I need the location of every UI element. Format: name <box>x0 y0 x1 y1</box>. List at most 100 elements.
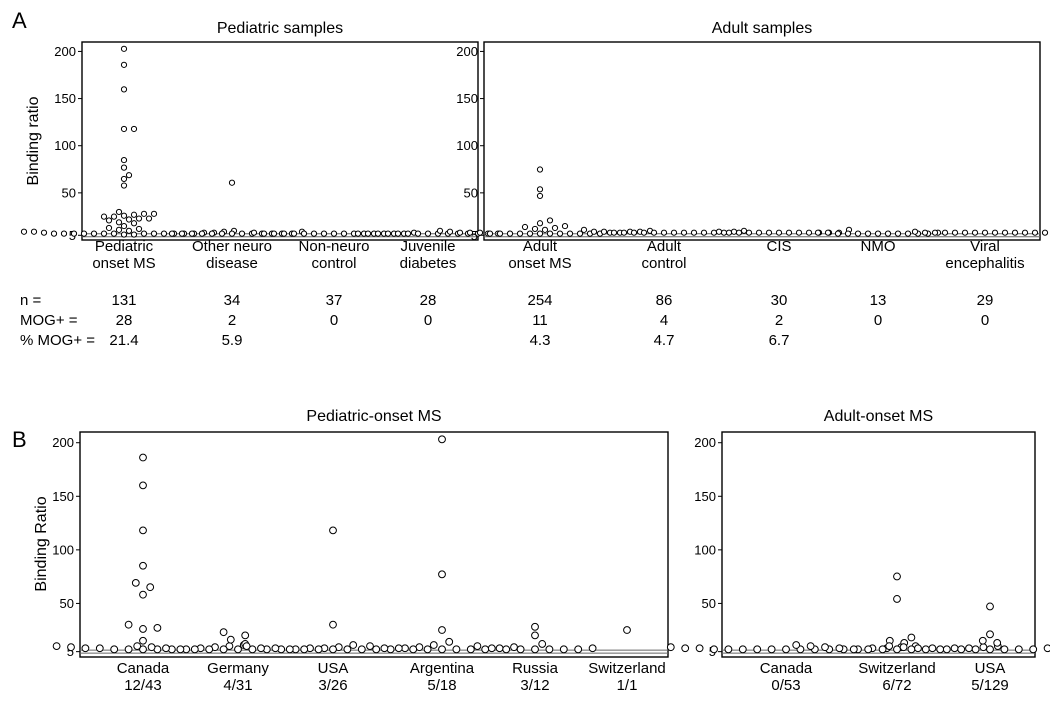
data-point <box>695 644 704 653</box>
y-tick-label: 200 <box>694 435 716 450</box>
data-point <box>81 644 90 653</box>
data-point <box>600 228 608 235</box>
data-point <box>516 645 525 654</box>
stat-value: 28 <box>116 312 133 329</box>
data-point <box>541 226 549 233</box>
data-point <box>131 578 140 587</box>
data-point <box>893 595 901 603</box>
data-point <box>531 622 539 631</box>
data-point <box>1043 644 1050 653</box>
data-point <box>941 229 949 236</box>
data-point <box>753 645 762 654</box>
data-point <box>125 227 133 234</box>
data-point <box>681 644 690 653</box>
data-point <box>424 230 432 237</box>
data-point <box>907 633 916 642</box>
data-point <box>730 228 738 235</box>
category-label: Pediatric onset MS <box>92 238 155 272</box>
data-point <box>438 645 446 654</box>
data-point <box>899 643 908 652</box>
panel-letter-b: B <box>12 427 27 452</box>
data-point <box>130 211 138 218</box>
data-point <box>561 222 569 230</box>
data-point <box>551 224 559 232</box>
data-point <box>80 230 88 237</box>
data-point <box>120 156 128 164</box>
data-point <box>536 192 544 200</box>
data-point <box>588 644 597 653</box>
data-point <box>986 645 994 654</box>
data-point <box>120 45 128 52</box>
data-point <box>834 230 842 237</box>
category-label: USA 5/129 <box>971 660 1009 694</box>
data-point <box>139 625 147 633</box>
category-label: Russia 3/12 <box>512 660 559 694</box>
y-tick-label: 150 <box>54 91 76 106</box>
data-point <box>423 645 432 654</box>
data-point <box>740 227 748 234</box>
data-point <box>120 175 128 183</box>
data-point <box>806 642 815 650</box>
y-tick-label: 150 <box>694 489 716 504</box>
data-point <box>125 172 133 179</box>
data-point <box>250 229 258 236</box>
category-label: Canada 0/53 <box>760 660 813 694</box>
data-point <box>640 229 648 236</box>
data-point <box>878 645 887 654</box>
stat-value: 13 <box>870 292 887 309</box>
data-point <box>531 631 539 640</box>
stat-value: 5.9 <box>222 332 243 349</box>
plot-frame <box>81 41 479 241</box>
data-point <box>139 453 147 462</box>
data-point <box>466 229 474 236</box>
data-point <box>218 230 226 237</box>
data-point <box>139 645 147 654</box>
stat-value: 2 <box>775 312 783 329</box>
data-point <box>893 645 901 654</box>
stat-value: 2 <box>228 312 236 329</box>
chart-pediatric-onset-ms: Pediatric-onset MS Binding Ratio 5 50 100 150… <box>33 408 669 694</box>
data-point <box>971 229 979 236</box>
data-point <box>110 213 118 220</box>
data-point <box>795 229 803 236</box>
data-point <box>115 219 123 226</box>
data-point <box>409 645 418 654</box>
plot-frame <box>721 431 1036 658</box>
data-point <box>680 229 688 236</box>
category-label: Non-neuro control <box>299 238 370 272</box>
category-label: Other neuro disease <box>192 238 272 272</box>
data-point <box>1011 229 1019 236</box>
data-point <box>205 645 214 654</box>
stat-value: 34 <box>224 292 241 309</box>
data-point <box>70 230 78 237</box>
data-point <box>135 225 143 233</box>
data-point <box>928 644 937 653</box>
data-point <box>914 644 922 653</box>
stat-value: 0 <box>981 312 989 329</box>
data-point <box>168 230 176 237</box>
data-point <box>666 643 675 652</box>
category-label: Argentina 5/18 <box>410 660 475 694</box>
category-label: Adult control <box>641 238 686 272</box>
data-point <box>971 645 980 654</box>
data-point <box>536 186 544 193</box>
data-point <box>884 230 892 237</box>
data-point <box>574 645 583 654</box>
data-point <box>160 230 168 237</box>
data-point <box>531 225 539 233</box>
stat-value: 0 <box>424 312 432 329</box>
data-point <box>885 642 894 650</box>
data-point <box>340 230 348 237</box>
data-point <box>792 641 801 649</box>
stat-value: 28 <box>420 292 437 309</box>
data-point <box>456 229 464 236</box>
data-point <box>893 572 901 581</box>
data-point <box>986 602 994 611</box>
data-point <box>150 210 158 217</box>
data-point <box>516 230 524 237</box>
data-point <box>936 645 945 654</box>
category-label: Canada 12/43 <box>117 660 170 694</box>
data-point <box>105 217 113 224</box>
data-point <box>991 229 999 236</box>
stat-value: 131 <box>111 292 136 309</box>
